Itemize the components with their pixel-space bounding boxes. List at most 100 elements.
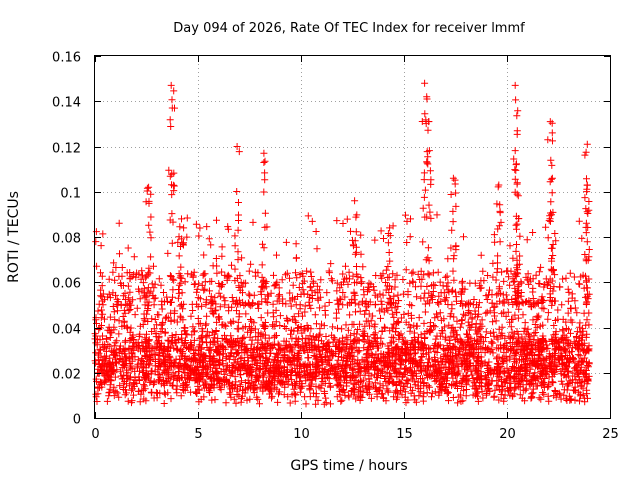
data-point	[542, 223, 550, 231]
data-point	[350, 389, 358, 397]
data-point	[364, 317, 372, 325]
data-point	[155, 311, 163, 319]
data-point	[341, 293, 349, 301]
data-point	[106, 388, 114, 396]
data-point	[509, 254, 517, 262]
data-point	[137, 390, 145, 398]
data-point	[157, 281, 165, 289]
data-point	[354, 368, 362, 376]
data-point	[582, 321, 590, 329]
data-point	[584, 363, 592, 371]
data-point	[452, 189, 460, 197]
data-point	[407, 372, 415, 379]
data-point	[197, 345, 205, 353]
data-point	[325, 269, 333, 277]
data-point	[495, 222, 503, 230]
data-point	[402, 318, 410, 326]
data-point	[494, 259, 501, 267]
data-point	[511, 377, 519, 385]
data-point	[291, 340, 299, 348]
data-point	[264, 358, 272, 366]
data-point	[466, 300, 474, 308]
data-point	[124, 294, 132, 302]
data-point	[537, 357, 545, 365]
y-tick-label: 0.02	[52, 368, 81, 383]
data-point	[218, 252, 226, 260]
data-point	[138, 267, 146, 275]
data-point	[247, 328, 255, 336]
data-point	[124, 397, 132, 405]
data-point	[408, 314, 415, 322]
data-point	[169, 181, 177, 189]
data-point	[107, 361, 115, 369]
data-point	[158, 301, 166, 309]
data-point	[449, 207, 457, 215]
data-point	[106, 373, 114, 381]
data-point	[273, 364, 281, 372]
data-point	[354, 359, 361, 367]
data-point	[582, 229, 590, 237]
data-point	[494, 289, 502, 297]
data-point	[518, 394, 526, 402]
data-point	[572, 376, 580, 384]
data-point	[482, 391, 490, 399]
peak-point	[548, 129, 556, 137]
data-point	[448, 226, 456, 234]
data-point	[244, 299, 252, 307]
data-point	[306, 393, 314, 401]
data-point	[151, 368, 159, 376]
data-point	[516, 383, 524, 391]
data-point	[364, 360, 372, 368]
data-point	[451, 180, 459, 188]
axis-ticks	[95, 56, 611, 419]
data-point	[286, 289, 294, 297]
data-point	[141, 301, 149, 309]
data-point	[190, 346, 198, 354]
data-point	[420, 169, 428, 177]
data-point	[292, 301, 300, 309]
data-point	[329, 323, 337, 331]
data-point	[231, 381, 239, 389]
data-point	[548, 335, 556, 343]
data-point	[365, 279, 373, 287]
peak-point	[546, 118, 554, 126]
data-point	[409, 278, 417, 286]
data-point	[536, 351, 544, 359]
data-point	[275, 341, 283, 349]
data-point	[92, 393, 100, 401]
data-point	[225, 303, 233, 311]
data-point	[213, 370, 220, 378]
data-point	[243, 370, 251, 378]
data-point	[150, 262, 157, 270]
data-point	[348, 387, 355, 395]
data-point	[404, 288, 412, 296]
data-point	[374, 342, 381, 350]
data-point	[580, 309, 588, 317]
data-point	[491, 386, 499, 394]
data-point	[145, 298, 153, 306]
data-point	[474, 354, 481, 362]
data-point	[304, 212, 312, 220]
data-point	[175, 281, 183, 289]
data-point	[202, 298, 210, 306]
data-point	[290, 390, 298, 398]
data-point	[581, 251, 589, 258]
data-point	[268, 377, 276, 385]
data-point	[441, 297, 449, 305]
data-point	[351, 250, 359, 258]
data-point	[297, 290, 305, 298]
data-point	[585, 345, 593, 353]
data-point	[144, 284, 152, 292]
data-point	[484, 362, 492, 370]
data-point	[124, 244, 132, 252]
data-point	[226, 390, 234, 398]
data-point	[478, 388, 486, 396]
data-point	[488, 377, 496, 385]
data-point	[511, 291, 519, 299]
data-point	[350, 289, 358, 297]
y-tick-label: 0.16	[52, 51, 81, 66]
data-point	[320, 322, 328, 330]
data-point	[544, 234, 552, 242]
x-tick-label: 15	[396, 427, 413, 442]
data-point	[230, 342, 238, 350]
